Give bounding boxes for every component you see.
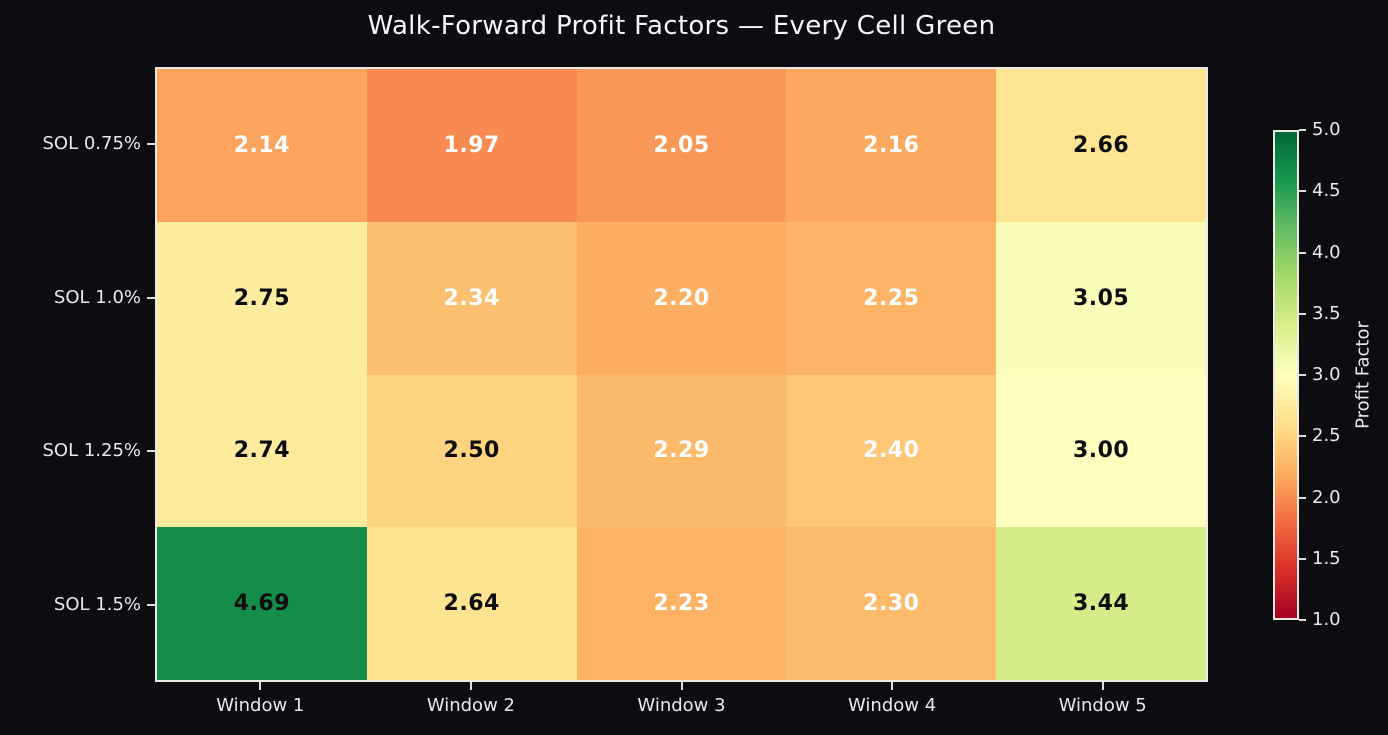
x-tick-mark (259, 682, 262, 690)
colorbar-tick-mark (1299, 557, 1306, 560)
colorbar-tick-mark (1299, 312, 1306, 315)
heatmap-axes: 2.14 1.97 2.05 2.16 2.66 2.75 2.34 2.20 2.25 3.05… (155, 67, 1208, 682)
colorbar-label: Profit Factor (1352, 321, 1374, 429)
heatmap-cell: 2.14 (157, 69, 367, 222)
y-axis-label: SOL 0.75% (42, 132, 141, 154)
colorbar-tick-mark (1299, 619, 1306, 621)
colorbar-tick-label: 1.0 (1312, 609, 1341, 630)
y-tick-mark (147, 604, 155, 607)
heatmap-grid: 2.14 1.97 2.05 2.16 2.66 2.75 2.34 2.20 2.25 3.05… (157, 69, 1206, 680)
y-tick-mark (147, 450, 155, 453)
heatmap-cell: 2.25 (786, 221, 997, 375)
heatmap-cell: 2.75 (157, 221, 367, 375)
heatmap-cell: 1.97 (366, 69, 577, 222)
chart-title: Walk-Forward Profit Factors — Every Cell… (367, 11, 996, 41)
y-axis-label: SOL 1.25% (42, 440, 141, 462)
colorbar-tick-mark (1299, 496, 1306, 499)
heatmap-cell: 2.34 (366, 221, 577, 375)
colorbar (1273, 130, 1299, 620)
colorbar-tick-label: 1.5 (1312, 547, 1341, 569)
x-tick-mark (891, 682, 894, 690)
x-axis-label: Window 5 (1058, 695, 1147, 716)
heatmap-cell: 3.44 (996, 527, 1206, 680)
heatmap-cell: 2.74 (157, 374, 367, 528)
heatmap-cell: 4.69 (157, 527, 367, 680)
colorbar-tick-label: 3.0 (1312, 364, 1341, 385)
colorbar-tick-mark (1299, 129, 1306, 131)
heatmap-cell: 2.50 (366, 374, 577, 528)
colorbar-tick-mark (1299, 374, 1306, 376)
colorbar-tick-mark (1299, 190, 1306, 193)
heatmap-cell: 2.29 (576, 374, 787, 528)
colorbar-tick-label: 2.0 (1312, 486, 1341, 508)
heatmap-cell: 2.66 (996, 69, 1206, 222)
heatmap-cell: 2.20 (576, 221, 787, 375)
heatmap-cell: 3.00 (996, 374, 1206, 528)
colorbar-tick-label: 4.0 (1312, 241, 1341, 263)
x-axis-label: Window 3 (637, 695, 726, 716)
x-tick-mark (469, 682, 472, 690)
heatmap-cell: 2.16 (786, 69, 997, 222)
x-tick-mark (680, 682, 683, 690)
colorbar-tick-mark (1299, 251, 1306, 254)
x-axis-label: Window 1 (216, 695, 305, 716)
x-axis-label: Window 4 (848, 695, 937, 716)
heatmap-cell: 2.30 (786, 527, 997, 680)
colorbar-tick-label: 2.5 (1312, 425, 1341, 447)
colorbar-tick-label: 4.5 (1312, 180, 1341, 202)
heatmap-cell: 2.23 (576, 527, 787, 680)
heatmap-cell: 2.40 (786, 374, 997, 528)
colorbar-tick-label: 3.5 (1312, 302, 1341, 324)
heatmap-cell: 2.05 (576, 69, 787, 222)
heatmap-cell: 2.64 (366, 527, 577, 680)
colorbar-tick-label: 5.0 (1312, 119, 1341, 140)
y-tick-mark (147, 296, 155, 299)
x-tick-mark (1101, 682, 1104, 690)
y-axis-label: SOL 1.5% (53, 594, 141, 616)
colorbar-tick-mark (1299, 435, 1306, 438)
y-axis-label: SOL 1.0% (53, 286, 141, 308)
y-tick-mark (147, 142, 155, 145)
x-axis-label: Window 2 (426, 695, 515, 716)
heatmap-cell: 3.05 (996, 221, 1206, 375)
